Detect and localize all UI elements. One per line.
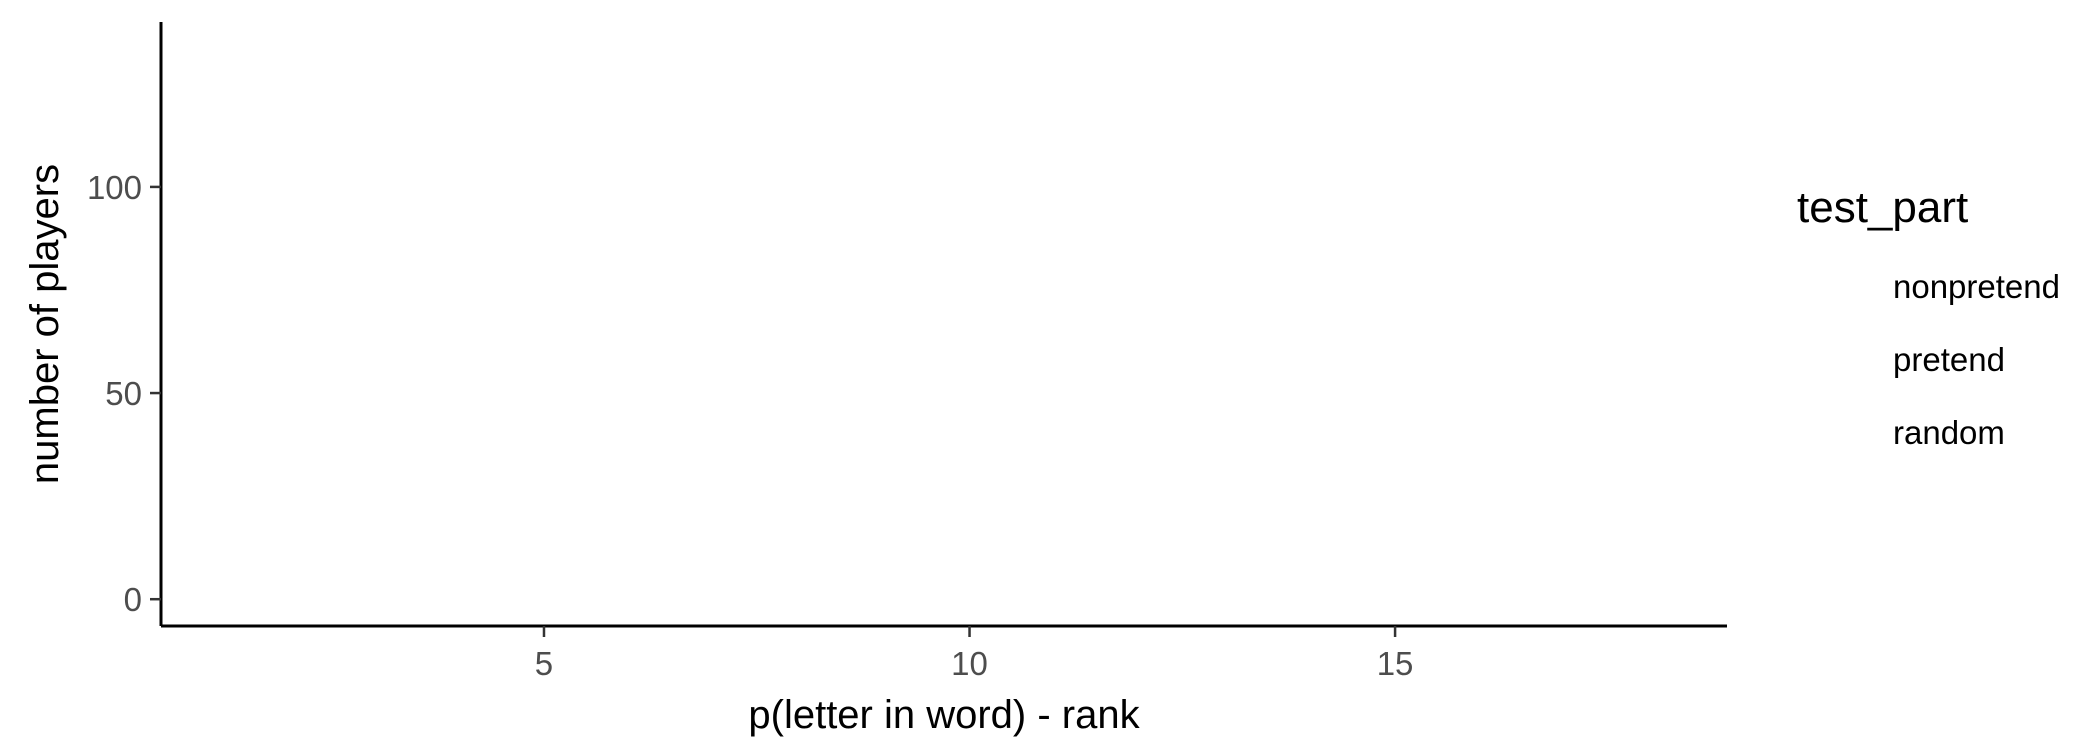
- axes: [159, 22, 1727, 628]
- y-tick-label: 0: [124, 581, 142, 618]
- y-axis-title: number of players: [23, 164, 67, 484]
- legend-item-random: random: [1893, 414, 2005, 451]
- legend-item-pretend: pretend: [1893, 341, 2005, 378]
- legend-item-nonpretend: nonpretend: [1893, 268, 2060, 305]
- x-tick-label: 10: [951, 645, 988, 682]
- legend: test_part nonpretend pretend random: [1797, 183, 2060, 451]
- legend-title: test_part: [1797, 183, 1968, 232]
- y-tick-label: 100: [87, 169, 142, 206]
- x-axis-title: p(letter in word) - rank: [748, 693, 1140, 737]
- x-tick-label: 5: [535, 645, 553, 682]
- ticks: 5 10 15 0 50 100: [87, 169, 1413, 682]
- y-tick-label: 50: [105, 375, 142, 412]
- x-tick-label: 15: [1377, 645, 1414, 682]
